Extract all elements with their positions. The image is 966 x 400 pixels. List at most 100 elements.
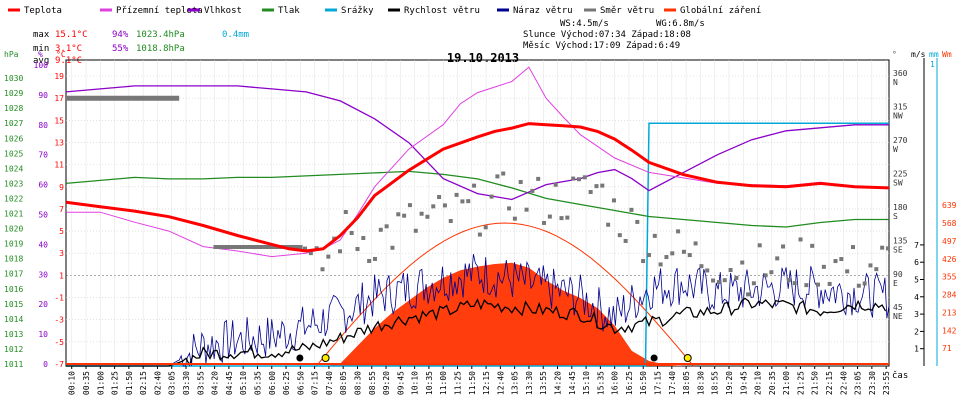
wind-dir-dot-50 [594, 184, 599, 189]
x-tick-label-19: 08:05 [339, 371, 348, 395]
x-tick-label-2: 01:00 [96, 371, 105, 395]
wind-dir-dot-57 [635, 219, 640, 224]
wind-dir-dot-90 [827, 281, 832, 286]
series-wind-speed [66, 297, 887, 367]
wind-dir-dot-38 [524, 207, 529, 212]
wind-dir-dot-95 [856, 283, 861, 288]
wind-dir-dot-59 [646, 253, 651, 258]
wind-dir-dot-56 [629, 207, 634, 212]
axis-dir-label-4: S [893, 212, 898, 221]
wind-dir-dot-15 [390, 245, 395, 250]
axis-ms-tick-0: 7 [914, 241, 919, 250]
stat-min-temp: 3.1°C [55, 44, 82, 54]
wind-dir-dot-63 [670, 251, 675, 256]
wind-dir-dot-35 [507, 206, 512, 211]
axis-temp-tick-1: 17 [54, 94, 64, 103]
axis-hpa-tick-17: 1013 [4, 330, 23, 339]
wind-dir-dot-66 [687, 253, 692, 258]
x-tick-label-56: 23:30 [868, 371, 877, 395]
axis-dir-tick-5: 135 [893, 236, 908, 245]
stat-min-label: min [33, 44, 49, 54]
wind-dir-dot-18 [407, 203, 412, 208]
wind-dir-dot-61 [658, 262, 663, 267]
axis-hpa-tick-5: 1025 [4, 149, 23, 158]
x-tick-label-24: 10:10 [411, 371, 420, 395]
wind-dir-dot-55 [623, 238, 628, 243]
wind-dir-dot-92 [839, 257, 844, 262]
series-radiation-area [326, 262, 687, 366]
series-layer [65, 66, 890, 367]
x-tick-label-37: 15:35 [596, 371, 605, 395]
wind-dir-dot-83 [786, 278, 791, 283]
x-tick-label-57: 23:55 [882, 371, 891, 395]
axis-dir-label-5: SE [893, 245, 903, 254]
axis-hpa-tick-6: 1024 [4, 164, 23, 173]
x-tick-label-0: 00:10 [68, 371, 77, 395]
wind-dir-dot-25 [448, 219, 453, 224]
x-tick-label-3: 01:25 [111, 371, 120, 395]
stat-min-press: 1018.8hPa [136, 44, 185, 54]
axis-wm-tick-8: 71 [942, 344, 952, 353]
grid [66, 60, 889, 366]
axis-ms-unit: m/s [911, 50, 926, 59]
axis-ms-tick-5: 2 [914, 327, 919, 336]
wind-dir-dot-28 [466, 199, 471, 204]
legend-label-3: Tlak [278, 6, 300, 16]
legend-label-7: Směr větru [600, 6, 654, 16]
wind-dir-dot-12 [372, 256, 377, 261]
axis-pct-tick-7: 30 [38, 270, 48, 279]
wind-dir-dot-89 [821, 264, 826, 269]
x-tick-label-1: 00:35 [82, 371, 91, 395]
stat-max-hum: 94% [112, 30, 129, 40]
wind-dir-dot-16 [396, 212, 401, 217]
axis-dir-tick-4: 180 [893, 203, 908, 212]
axis-temp-tick-13: -7 [54, 360, 64, 369]
axis-pct-tick-10: 0 [43, 360, 48, 369]
stat-max-label: max [33, 30, 50, 40]
wind-dir-dot-70 [711, 278, 716, 283]
wind-dir-dot-36 [512, 216, 517, 221]
wind-dir-dot-30 [477, 232, 482, 237]
wind-dir-dot-98 [874, 267, 879, 272]
legend-label-1: Přízemní teplota [116, 6, 203, 16]
axis-wm-tick-5: 284 [942, 291, 957, 300]
axis-temp-tick-7: 5 [59, 227, 64, 236]
axis-dir-tick-7: 45 [893, 303, 903, 312]
sunset-marker [683, 354, 692, 362]
axis-ms-tick-2: 5 [914, 276, 919, 285]
x-tick-label-23: 09:45 [396, 371, 405, 395]
x-tick-label-20: 08:30 [353, 371, 362, 395]
wind-dir-dot-77 [751, 281, 756, 286]
axis-temp-tick-11: -3 [54, 316, 64, 325]
axis-dir-tick-2: 270 [893, 136, 908, 145]
wind-dir-dot-80 [769, 270, 774, 275]
x-tick-label-45: 18:55 [711, 371, 720, 395]
x-tick-label-51: 21:25 [796, 371, 805, 395]
axis-hpa-tick-9: 1021 [4, 210, 23, 219]
wind-dir-dot-52 [606, 222, 611, 227]
x-tick-label-36: 15:10 [582, 371, 591, 395]
axis-temp-tick-2: 15 [54, 116, 64, 125]
axis-dir-tick-0: 360 [893, 69, 908, 78]
wind-dir-dot-68 [699, 264, 704, 269]
wind-dir-dot-67 [693, 241, 698, 246]
wind-dir-dot-45 [565, 215, 570, 220]
axis-ms-tick-4: 3 [914, 310, 919, 319]
axis-dir-label-3: SW [893, 178, 903, 187]
wind-dir-dot-74 [734, 275, 739, 280]
x-tick-label-14: 06:00 [268, 371, 277, 395]
x-tick-label-25: 10:35 [425, 371, 434, 395]
axis-pct-tick-4: 60 [38, 181, 48, 190]
wind-dir-dot-94 [850, 245, 855, 250]
time-axis-label: čas [892, 370, 908, 381]
wind-dir-dot-10 [361, 236, 366, 241]
wind-dir-dot-88 [816, 282, 821, 287]
wind-dir-dot-1 [308, 251, 313, 256]
wind-dir-dot-53 [611, 198, 616, 203]
axis-pct-tick-5: 50 [38, 211, 48, 220]
wind-dir-dot-14 [384, 224, 389, 229]
wind-dir-dot-84 [792, 281, 797, 286]
axis-temp-tick-4: 11 [54, 161, 64, 170]
